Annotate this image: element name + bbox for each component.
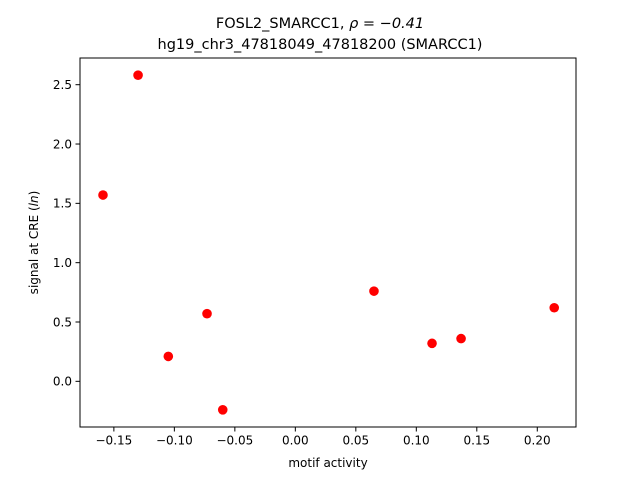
x-axis-ticks: −0.15 −0.10 −0.05 0.00 0.05 0.10 0.15 0.20 [95,427,551,448]
data-point [163,351,174,362]
data-point [202,308,212,319]
x-tick-label: −0.10 [156,434,193,448]
data-point [456,333,466,344]
x-tick-label: −0.05 [216,434,253,448]
y-tick-label: 1.0 [53,256,72,270]
x-tick-label: 0.15 [463,434,490,448]
chart-title-line2: hg19_chr3_47818049_47818200 (SMARCC1) [158,37,483,53]
plot-frame [79,57,577,428]
chart-title-line1: FOSL2_SMARCC1, ρ = −0.41 [216,16,424,32]
y-axis-ticks: 0.0 0.5 1.0 1.5 2.0 2.5 [53,78,80,389]
x-tick-label: 0.05 [342,434,369,448]
y-tick-label: 2.0 [53,137,72,151]
data-point [217,404,228,415]
y-axis-label: signal at CRE (ln) [27,191,41,295]
x-axis-label: motif activity [288,456,367,470]
data-point [98,190,108,200]
data-point [427,338,437,349]
x-tick-label: 0.00 [282,434,309,448]
y-tick-label: 2.5 [53,78,72,92]
data-points [98,70,560,415]
x-tick-label: −0.15 [95,434,132,448]
data-point [549,302,560,313]
y-tick-label: 0.5 [53,315,72,329]
x-tick-label: 0.20 [524,434,551,448]
data-point [369,286,379,296]
plot-area [80,58,576,427]
y-tick-label: 0.0 [53,375,72,389]
data-point [133,70,143,81]
y-tick-label: 1.5 [53,197,72,211]
x-tick-label: 0.10 [403,434,430,448]
